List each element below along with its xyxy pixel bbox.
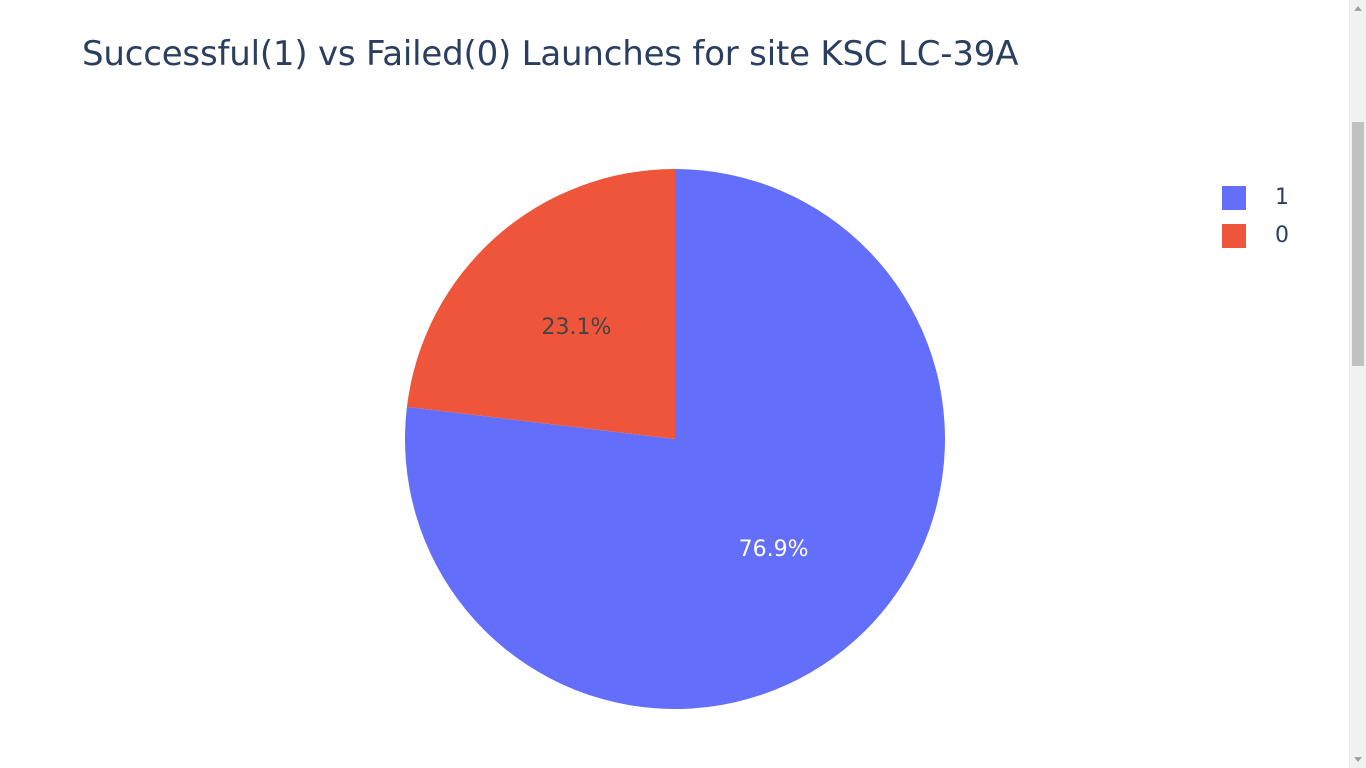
slice-label-success: 76.9% <box>739 537 809 562</box>
legend-label-failed: 0 <box>1275 223 1289 248</box>
vertical-scrollbar[interactable] <box>1349 0 1366 768</box>
legend-swatch-failed <box>1222 224 1246 248</box>
legend-item-success[interactable]: 1 <box>1222 185 1312 223</box>
chart-legend: 1 0 <box>1222 185 1312 261</box>
scrollbar-thumb[interactable] <box>1352 122 1364 366</box>
slice-label-failed: 23.1% <box>542 315 612 340</box>
legend-item-failed[interactable]: 0 <box>1222 223 1312 261</box>
scroll-up-icon[interactable] <box>1354 6 1362 11</box>
chart-title: Successful(1) vs Failed(0) Launches for … <box>82 34 1019 74</box>
legend-label-success: 1 <box>1275 185 1289 210</box>
pie-slice-failed[interactable] <box>406 169 675 439</box>
scroll-down-icon[interactable] <box>1354 757 1362 762</box>
legend-swatch-success <box>1222 186 1246 210</box>
